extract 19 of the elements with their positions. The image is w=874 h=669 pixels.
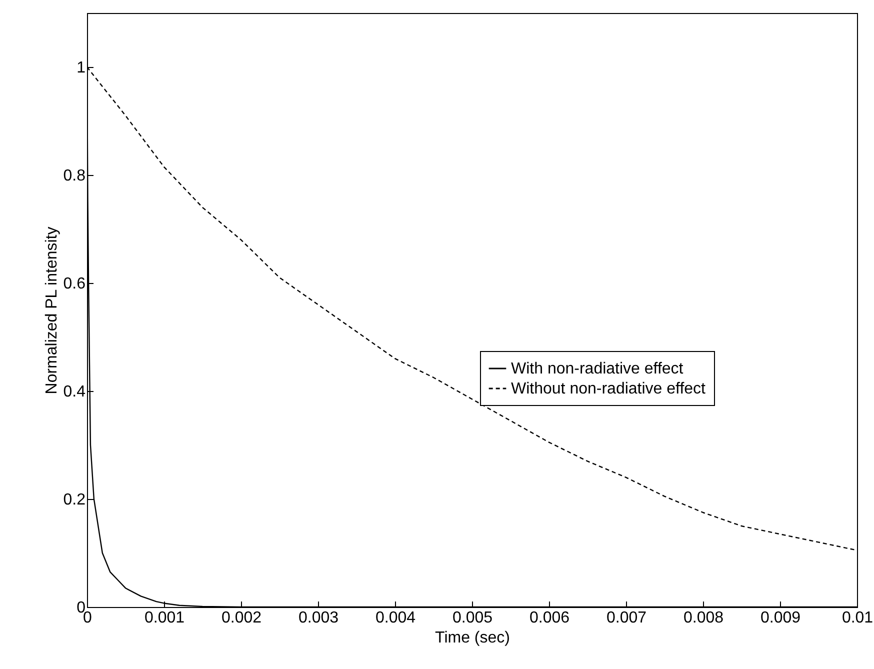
- x-tick-label: 0.008: [683, 610, 724, 626]
- x-tick-label: 0.006: [529, 610, 570, 626]
- x-tick-label: 0.007: [606, 610, 647, 626]
- x-axis-title: Time (sec): [435, 630, 510, 646]
- y-tick-label: 0.4: [63, 384, 86, 400]
- x-tick-label: 0.002: [221, 610, 262, 626]
- x-tick-label: 0.003: [298, 610, 339, 626]
- y-tick-label: 0.2: [63, 492, 86, 508]
- x-tick-label: 0.01: [842, 610, 874, 626]
- x-tick-label: 0.001: [144, 610, 185, 626]
- legend-label: Without non-radiative effect: [511, 380, 706, 398]
- y-tick-label: 0.6: [63, 276, 86, 292]
- x-tick-label: 0.005: [452, 610, 493, 626]
- y-axis-title: Normalized PL intensity: [43, 226, 60, 394]
- x-tick-label: 0.009: [760, 610, 801, 626]
- legend-label: With non-radiative effect: [511, 360, 684, 378]
- y-tick-label: 0.8: [63, 168, 86, 184]
- y-tick-label: 1: [76, 60, 86, 76]
- x-tick-label: 0.004: [375, 610, 416, 626]
